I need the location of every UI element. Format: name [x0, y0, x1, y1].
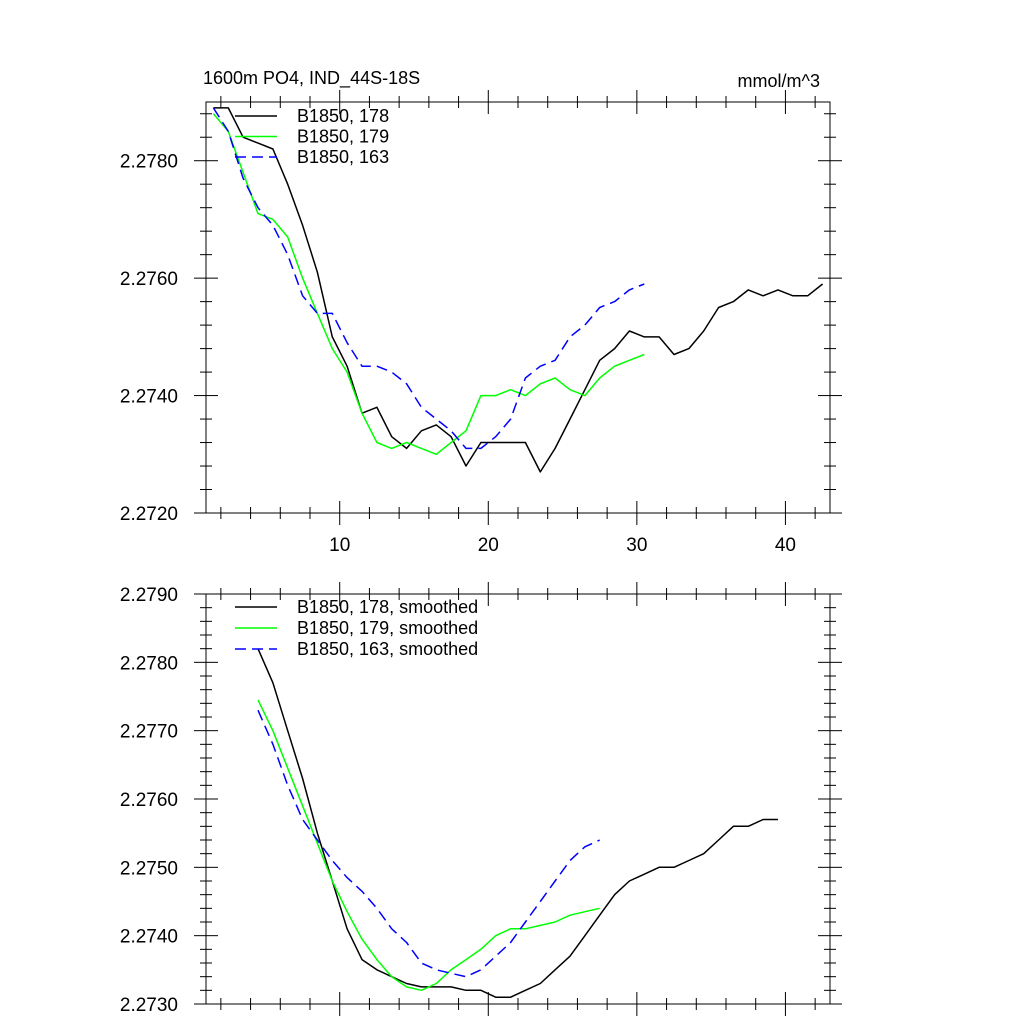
x-tick-label: 10 — [329, 535, 350, 556]
y-tick-label: 2.2760 — [120, 269, 178, 290]
y-tick-label: 2.2760 — [120, 790, 178, 811]
y-tick-label: 2.2720 — [120, 504, 178, 525]
y-tick-label: 2.2780 — [120, 653, 178, 674]
bottom-panel-frame — [205, 593, 831, 1005]
top-panel-ticks: 10 20 30 40 2.2720 2.2740 2.2760 2.2780 — [120, 90, 842, 556]
y-tick-label: 2.2780 — [120, 152, 178, 173]
y-tick-label: 2.2750 — [120, 858, 178, 879]
y-tick-label: 2.2740 — [120, 927, 178, 948]
legend-label: B1850, 178, smoothed — [297, 597, 478, 617]
series-line-b1850-163 — [212, 107, 645, 450]
legend-label: B1850, 179, smoothed — [297, 618, 478, 638]
top-panel: 1600m PO4, IND_44S-18S mmol/m^3 10 20 30 40… — [120, 68, 842, 556]
y-tick-label: 2.2790 — [120, 585, 178, 606]
legend-label: B1850, 179 — [297, 127, 389, 147]
top-panel-series — [212, 107, 824, 473]
top-panel-units: mmol/m^3 — [738, 71, 820, 91]
legend-label: B1850, 178 — [297, 106, 389, 126]
bottom-panel-series — [257, 648, 778, 998]
x-tick-label: 20 — [478, 535, 499, 556]
top-panel-title: 1600m PO4, IND_44S-18S — [203, 68, 420, 89]
y-tick-label: 2.2730 — [120, 995, 178, 1016]
series-line-b1850-163-smoothed — [257, 709, 601, 978]
legend-label: B1850, 163, smoothed — [297, 639, 478, 659]
y-tick-label: 2.2740 — [120, 387, 178, 408]
x-tick-label: 40 — [775, 535, 796, 556]
series-line-b1850-179 — [212, 113, 645, 456]
bottom-panel-ticks: 2.2730 2.2740 2.2750 2.2760 2.2770 2.2780 2.27… — [120, 582, 842, 1016]
top-panel-frame — [205, 101, 831, 514]
y-tick-label: 2.2770 — [120, 722, 178, 743]
series-line-b1850-178-smoothed — [257, 648, 778, 998]
series-line-b1850-178 — [213, 107, 824, 473]
legend-label: B1850, 163 — [297, 147, 389, 167]
x-tick-label: 30 — [626, 535, 647, 556]
bottom-panel: 2.2730 2.2740 2.2750 2.2760 2.2770 2.2780 2.27… — [120, 582, 842, 1016]
